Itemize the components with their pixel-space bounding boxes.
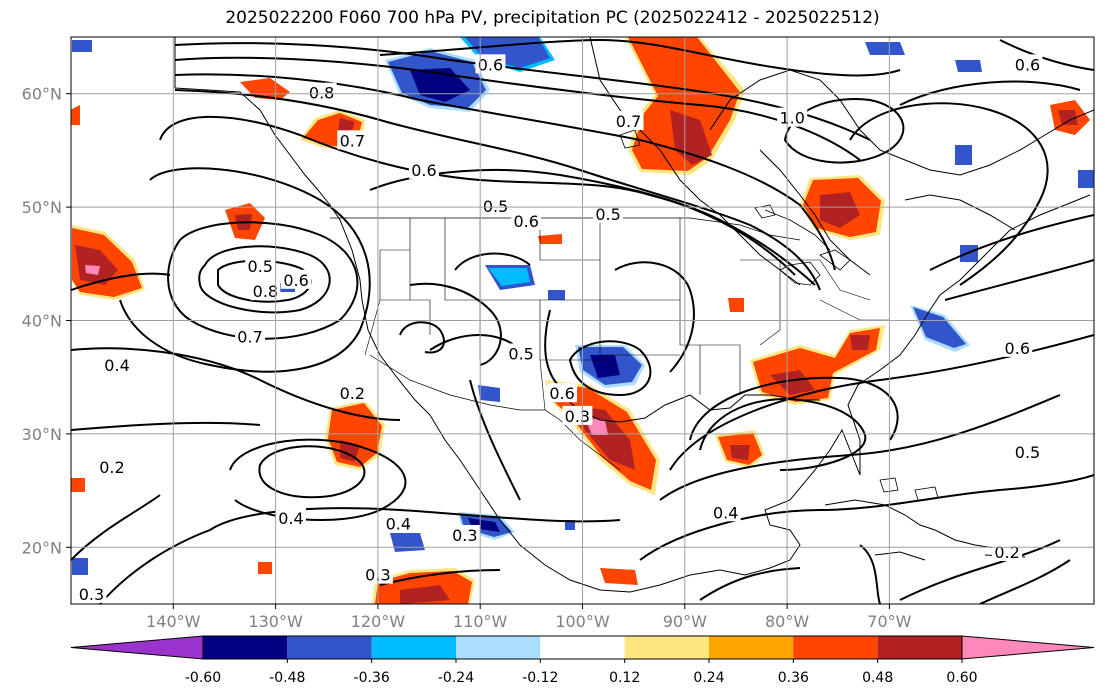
contour-label-bg [480, 196, 511, 216]
lon-tick-label: 120°W [351, 612, 406, 631]
lat-tick-label: 20°N [22, 538, 62, 557]
contour-label: 0.3 [79, 585, 104, 604]
colorbar-level-label: 0.36 [778, 670, 809, 686]
contour-label: 0.6 [478, 55, 503, 74]
colorbar-segment [624, 636, 709, 659]
lon-tick-label: 70°W [867, 612, 911, 631]
contour-label: 0.6 [283, 271, 308, 290]
contour-labels: 0.60.80.70.60.7 1.00.50.6 0.50.50.60.80.70… [76, 54, 1043, 604]
state-borders [364, 218, 890, 411]
contour-label-bg [506, 343, 537, 363]
contour-label-bg [383, 513, 414, 533]
colorbar-segment [456, 636, 541, 659]
contour-label-bg [250, 281, 281, 301]
precip-positive-areas [71, 37, 1090, 604]
contour-label: 0.5 [508, 345, 533, 364]
contour-label: 0.4 [386, 515, 411, 534]
precipitation-shading [71, 37, 1094, 604]
contour-label: 0.2 [994, 543, 1019, 562]
contour-label-bg [710, 502, 741, 522]
contour-label: 0.6 [1005, 339, 1030, 358]
contour-label-bg [511, 210, 542, 230]
contour-label: 0.2 [99, 458, 124, 477]
colorbar-segment [540, 636, 625, 659]
contour-label-bg [613, 111, 644, 131]
contour-label-bg [102, 354, 133, 374]
contour-label: 0.2 [340, 384, 365, 403]
contour-label: 0.5 [1015, 443, 1040, 462]
contour-label: 0.3 [452, 526, 477, 545]
contour-label-bg [1012, 54, 1043, 74]
colorbar-segment [287, 636, 372, 659]
lat-tick-label: 40°N [22, 312, 62, 331]
lon-tick-label: 100°W [555, 612, 610, 631]
colorbar-level-label: -0.48 [269, 670, 305, 686]
contour-label: 0.7 [237, 328, 262, 347]
colorbar-segment [793, 636, 878, 659]
contour-label: 0.5 [248, 257, 273, 276]
contour-label: 1.0 [779, 109, 804, 128]
colorbar-level-label: -0.24 [438, 670, 474, 686]
contour-label: 0.6 [411, 161, 436, 180]
contour-label-bg [245, 256, 276, 276]
colorbar-level-label: 0.60 [946, 670, 977, 686]
contour-label: 0.4 [104, 356, 129, 375]
lon-tick-label: 90°W [663, 612, 707, 631]
contour-label-bg [408, 159, 439, 179]
lat-tick-label: 50°N [22, 198, 62, 217]
contour-label: 0.6 [1015, 55, 1040, 74]
lat-tick-label: 30°N [22, 425, 62, 444]
contour-label: 0.4 [713, 503, 738, 522]
contour-label-bg [992, 541, 1023, 561]
colorbar-level-label: -0.36 [354, 670, 390, 686]
contour-label-bg [281, 269, 312, 289]
contour-label: 0.7 [340, 131, 365, 150]
contour-label-bg [76, 583, 107, 603]
contour-label-bg [306, 82, 337, 102]
contour-label-bg [449, 524, 480, 544]
axis-ticks: 140°W 130°W 120°W 110°W 100°W 90°W 80°W 70°W 20°… [22, 85, 912, 631]
colorbar-level-label: 0.12 [609, 670, 640, 686]
colorbar-level-label: -0.12 [522, 670, 558, 686]
contour-label-bg [475, 54, 506, 74]
colorbar-level-label: -0.60 [185, 670, 221, 686]
contour-label-bg [337, 383, 368, 403]
contour-label-bg [337, 130, 368, 150]
contour-label: 0.6 [514, 212, 539, 231]
colorbar: -0.60 -0.48 -0.36 -0.24 -0.12 0.12 0.24 0.36 0.4… [70, 635, 1095, 686]
contour-label-bg [1012, 442, 1043, 462]
lon-tick-label: 140°W [146, 612, 201, 631]
contour-label: 0.7 [616, 112, 641, 131]
contour-label-bg [96, 456, 127, 476]
colorbar-segment [877, 636, 962, 659]
colorbar-segment [709, 636, 794, 659]
colorbar-level-label: 0.48 [862, 670, 893, 686]
colorbar-level-label: 0.24 [693, 670, 724, 686]
lon-tick-label: 80°W [765, 612, 809, 631]
colorbar-extend-low [70, 635, 204, 660]
lat-tick-label: 60°N [22, 85, 62, 104]
contour-label-bg [547, 383, 578, 403]
contour-label-bg [1002, 337, 1033, 357]
colorbar-frame [202, 635, 963, 660]
colorbar-extend-high [961, 635, 1095, 660]
lon-tick-label: 130°W [248, 612, 303, 631]
graticule [71, 37, 1094, 604]
contour-label-bg [777, 107, 808, 127]
lon-tick-label: 110°W [453, 612, 508, 631]
contour-label-bg [235, 326, 266, 346]
contour-label: 0.6 [549, 384, 574, 403]
colorbar-segment [371, 636, 456, 659]
contour-label-bg [562, 405, 593, 425]
contour-label: 0.8 [253, 282, 278, 301]
map-title: 2025022200 F060 700 hPa PV, precipitatio… [225, 8, 880, 28]
contour-label: 0.4 [278, 509, 303, 528]
contour-label: 0.5 [595, 205, 620, 224]
contour-label: 0.3 [565, 407, 590, 426]
contour-label-bg [275, 507, 306, 527]
pv-contours [71, 38, 1094, 604]
contour-label-bg [593, 204, 624, 224]
colorbar-segment [203, 636, 288, 659]
